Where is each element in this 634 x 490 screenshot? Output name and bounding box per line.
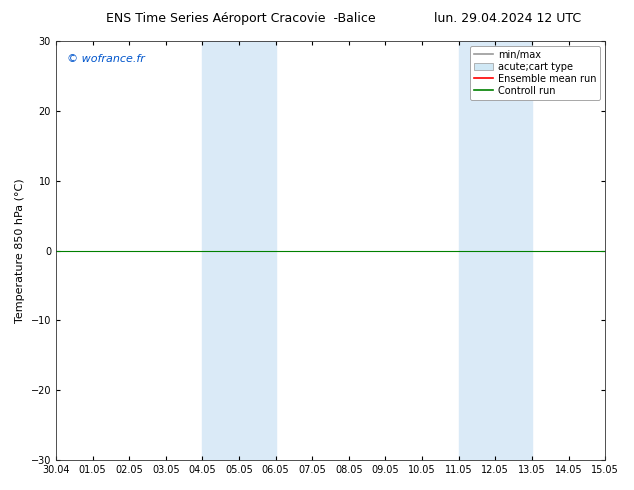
Y-axis label: Temperature 850 hPa (°C): Temperature 850 hPa (°C) bbox=[15, 178, 25, 323]
Text: ENS Time Series Aéroport Cracovie  -Balice: ENS Time Series Aéroport Cracovie -Balic… bbox=[106, 12, 376, 25]
Bar bbox=[458, 41, 532, 460]
Bar bbox=[202, 41, 276, 460]
Text: © wofrance.fr: © wofrance.fr bbox=[67, 53, 145, 64]
Legend: min/max, acute;cart type, Ensemble mean run, Controll run: min/max, acute;cart type, Ensemble mean … bbox=[470, 46, 600, 99]
Text: lun. 29.04.2024 12 UTC: lun. 29.04.2024 12 UTC bbox=[434, 12, 581, 25]
